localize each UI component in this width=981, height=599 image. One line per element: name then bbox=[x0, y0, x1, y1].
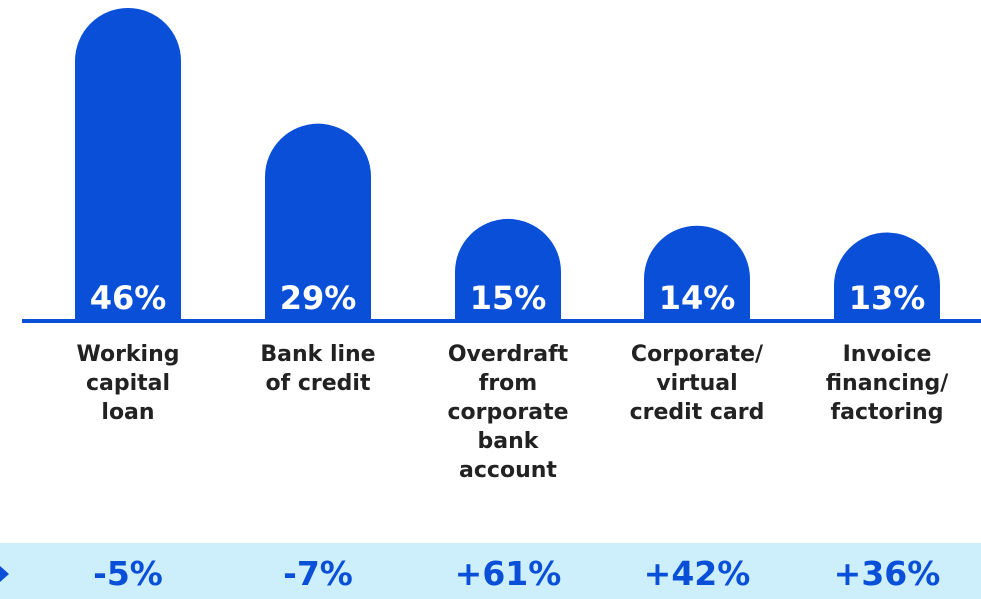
change-band bbox=[0, 543, 981, 599]
category-label: Invoice financing/ factoring bbox=[825, 342, 949, 425]
change-value: +61% bbox=[454, 554, 562, 593]
bar bbox=[75, 8, 181, 321]
bar bbox=[455, 218, 561, 321]
bar bbox=[644, 225, 750, 321]
category-label: Overdraft from corporate bank account bbox=[447, 342, 569, 483]
change-value: -7% bbox=[283, 554, 353, 593]
arrow-right-icon bbox=[0, 566, 9, 582]
bar-value-label: 46% bbox=[90, 279, 167, 317]
change-value: +36% bbox=[833, 554, 941, 593]
category-label: Working capital loan bbox=[76, 342, 180, 425]
bar-value-label: 13% bbox=[849, 279, 926, 317]
change-value: -5% bbox=[93, 554, 163, 593]
change-value: +42% bbox=[643, 554, 751, 593]
category-label: Corporate/ virtual credit card bbox=[629, 342, 765, 425]
value-labels-group: 46% 29% 15% 14% 13% bbox=[90, 279, 926, 317]
bar-value-label: 15% bbox=[470, 279, 547, 317]
bar-value-label: 29% bbox=[280, 279, 357, 317]
category-label: Bank line of credit bbox=[260, 342, 376, 396]
bar bbox=[834, 232, 940, 321]
bars-group bbox=[75, 8, 940, 322]
bar bbox=[265, 123, 371, 322]
bar-value-label: 14% bbox=[659, 279, 736, 317]
